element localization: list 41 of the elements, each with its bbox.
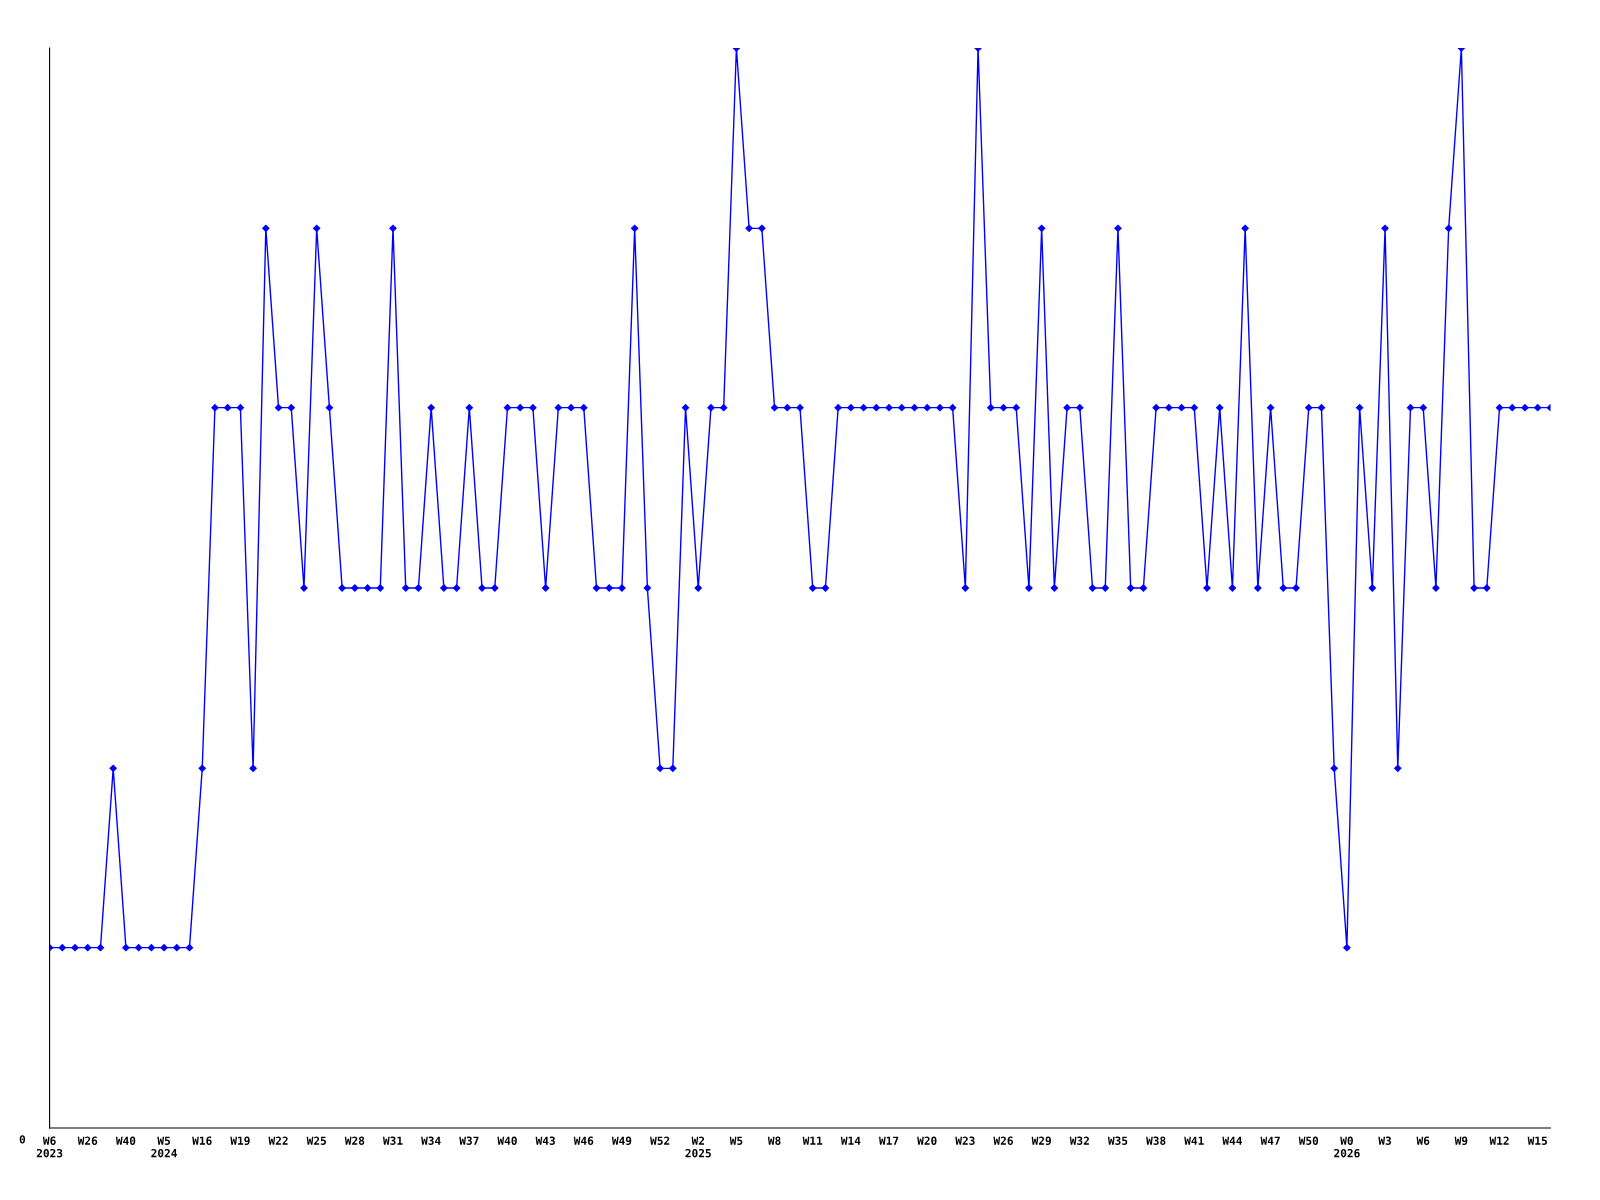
x-tick-label: W26	[77, 1136, 98, 1145]
x-tick-label: W46	[573, 1136, 594, 1145]
x-tick-label: W37	[459, 1136, 479, 1145]
x-tick-label: W52	[650, 1136, 670, 1145]
x-tick-label: W14	[840, 1136, 861, 1145]
x-tick-label: W40	[115, 1136, 136, 1145]
x-tick-label: W49	[611, 1136, 632, 1145]
x-tick-label: W26	[993, 1136, 1013, 1145]
x-tick-label: W47	[1260, 1136, 1280, 1145]
x-tick-label: W35	[1107, 1136, 1128, 1145]
x-tick-label: W2 2025	[685, 1136, 711, 1158]
x-tick-label: W28	[344, 1136, 365, 1145]
x-tick-label: W31	[382, 1136, 403, 1145]
x-tick-label: W25	[306, 1136, 326, 1145]
x-tick-label: W32	[1069, 1136, 1089, 1145]
x-tick-label: W15	[1527, 1136, 1547, 1145]
x-tick-label: W41	[1184, 1136, 1204, 1145]
x-tick-label: W50	[1298, 1136, 1319, 1145]
x-tick-label: W20	[917, 1136, 937, 1145]
x-tick-label: W29	[1031, 1136, 1051, 1145]
x-tick-label: W19	[230, 1136, 250, 1145]
x-tick-label: W0 2026	[1334, 1136, 1360, 1158]
text: 0	[19, 1135, 26, 1144]
x-tick-label: W8	[767, 1136, 781, 1145]
x-tick-label: W38	[1146, 1136, 1166, 1145]
x-tick-label: W6 2023	[36, 1136, 63, 1158]
x-tick-label: W6	[1416, 1136, 1430, 1145]
x-tick-label: W3	[1378, 1136, 1392, 1145]
x-tick-label: W40	[497, 1136, 517, 1145]
x-tick-label: W12	[1489, 1136, 1509, 1145]
x-tick-label: W44	[1222, 1136, 1242, 1145]
x-tick-label: W43	[535, 1136, 555, 1145]
x-tick-label: W16	[192, 1136, 212, 1145]
x-tick-label: W17	[879, 1136, 899, 1145]
x-tick-label: W5 2024	[151, 1136, 177, 1158]
x-tick-label: W34	[421, 1136, 441, 1145]
x-tick-label: W23	[955, 1136, 975, 1145]
x-tick-label: W5	[729, 1136, 743, 1145]
x-tick-label: W11	[802, 1136, 823, 1145]
x-tick-label: W22	[268, 1136, 288, 1145]
x-tick-label: W9	[1454, 1136, 1468, 1145]
